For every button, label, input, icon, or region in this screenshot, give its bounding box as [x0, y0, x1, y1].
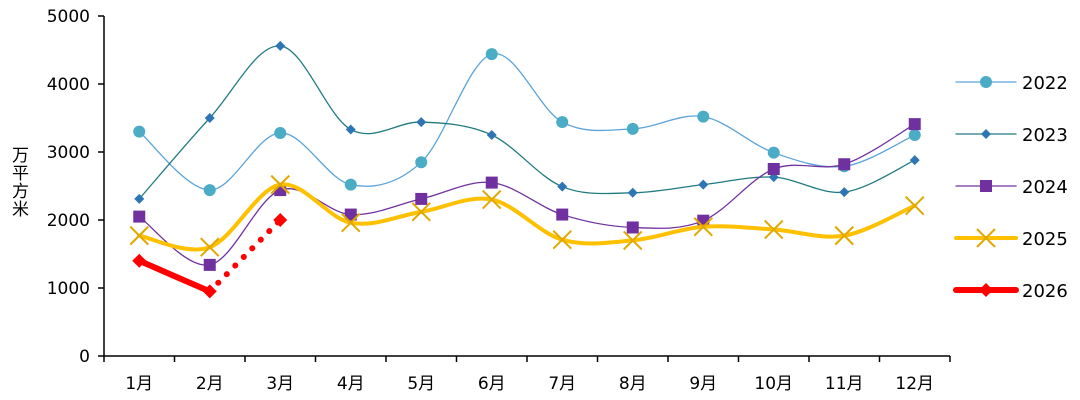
y-axis-label: 万平方米: [8, 146, 28, 218]
data-point-2022: [697, 110, 710, 123]
data-point-2024: [485, 176, 498, 189]
data-point-2025: [834, 225, 854, 246]
series-dotted-line-2026: [206, 217, 284, 295]
data-point-2025: [129, 225, 149, 246]
data-point-2023: [486, 130, 497, 140]
data-point-2023: [627, 187, 638, 198]
data-point-2026: [273, 213, 288, 227]
data-point-2022: [274, 126, 287, 139]
y-tick-label: 0: [79, 347, 90, 367]
legend-label: 2026: [1022, 281, 1068, 302]
data-point-2023: [134, 193, 145, 204]
data-point-2025: [552, 230, 572, 250]
legend-marker: [980, 76, 992, 88]
data-point-2025: [764, 219, 784, 240]
legend-marker: [980, 180, 992, 192]
x-tick-label: 2月: [196, 374, 224, 394]
data-point-2022: [626, 122, 639, 135]
data-point-2026: [132, 253, 147, 268]
data-point-2023: [839, 187, 850, 198]
x-tick-label: 3月: [266, 374, 294, 394]
x-tick-label: 10月: [754, 374, 793, 394]
x-tick-label: 11月: [825, 374, 864, 394]
data-point-2023: [275, 40, 286, 51]
axes: 0 1000 2000 3000 4000 5000 1月 2月 3月 4月 5月 6月 7月 8月 9月 1…: [47, 7, 951, 394]
data-point-2024: [767, 163, 780, 175]
data-point-2022: [133, 125, 146, 138]
series-line-2022: [138, 53, 916, 191]
data-point-2022: [556, 116, 569, 129]
data-point-2022: [203, 184, 216, 197]
x-tick-label: 5月: [407, 374, 435, 394]
legend-item-2025: 2025: [954, 228, 1068, 250]
data-point-2024: [838, 158, 851, 171]
data-point-2025: [693, 217, 713, 237]
series-2022: [133, 48, 921, 197]
data-point-2022: [344, 178, 357, 191]
data-point-2022: [908, 129, 921, 141]
y-tick-label: 1000: [47, 279, 90, 299]
legend: 2022 2023 2024 2025 2026: [953, 73, 1068, 302]
data-point-2025: [270, 174, 290, 195]
series-line-2023: [138, 45, 916, 200]
data-point-2024: [133, 210, 146, 223]
data-point-2024: [344, 208, 357, 221]
legend-label: 2025: [1022, 229, 1068, 250]
legend-marker: [981, 129, 991, 139]
x-tick-label: 9月: [689, 374, 717, 394]
x-tick-label: 4月: [337, 374, 365, 394]
legend-marker: [979, 283, 993, 297]
x-tick-label: 7月: [548, 374, 576, 394]
data-point-2023: [204, 113, 215, 123]
data-point-2024: [626, 221, 639, 234]
x-tick-label: 12月: [895, 374, 934, 394]
series-line-2025: [137, 182, 917, 252]
data-point-2026: [202, 284, 217, 299]
data-point-2022: [767, 146, 780, 159]
legend-marker: [976, 228, 996, 248]
data-point-2022: [485, 48, 498, 61]
data-point-2024: [415, 192, 428, 205]
legend-label: 2022: [1022, 73, 1068, 94]
y-tick-label: 3000: [47, 143, 90, 163]
x-tick-label: 6月: [478, 374, 506, 394]
series-2026: [132, 213, 288, 299]
data-point-2023: [909, 155, 920, 166]
data-point-2023: [345, 124, 356, 135]
data-point-2025: [411, 202, 431, 222]
data-point-2024: [556, 208, 569, 221]
legend-item-2026: 2026: [953, 281, 1068, 302]
data-point-2023: [557, 181, 568, 192]
y-tick-label: 2000: [47, 211, 90, 231]
y-tick-label: 5000: [47, 7, 90, 27]
legend-label: 2023: [1022, 125, 1068, 146]
data-point-2024: [203, 258, 216, 271]
data-point-2023: [698, 179, 709, 190]
data-point-2025: [905, 196, 925, 216]
legend-label: 2024: [1022, 177, 1068, 198]
data-point-2025: [623, 230, 643, 251]
data-point-2023: [416, 117, 427, 128]
y-tick-label: 4000: [47, 75, 90, 95]
x-tick-label: 8月: [619, 374, 647, 394]
series-2023: [134, 40, 920, 204]
legend-item-2023: 2023: [955, 125, 1068, 146]
series-2025: [129, 174, 925, 257]
series-line-2024: [138, 123, 916, 266]
data-point-2022: [415, 156, 428, 169]
data-point-2025: [341, 213, 361, 233]
data-point-2025: [482, 189, 502, 210]
legend-item-2022: 2022: [955, 73, 1068, 94]
series-line-2026: [136, 257, 213, 295]
data-point-2024: [908, 118, 921, 131]
plot-area: [129, 40, 925, 299]
x-tick-label: 1月: [125, 374, 153, 394]
legend-item-2024: 2024: [955, 177, 1068, 198]
data-point-2025: [200, 237, 220, 257]
